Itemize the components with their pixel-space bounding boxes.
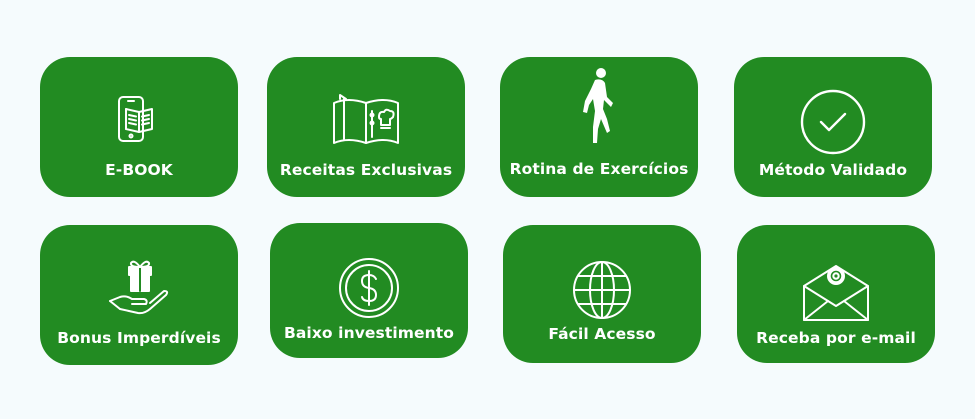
feature-label: E-BOOK <box>105 161 173 179</box>
feature-label: Método Validado <box>758 161 908 179</box>
email-envelope-icon <box>803 265 869 321</box>
ebook-phone-icon <box>118 96 153 142</box>
dollar-coin-icon <box>339 258 399 318</box>
feature-card-receba: Receba por e-mail <box>737 225 935 363</box>
feature-card-facil: Fácil Acesso <box>503 225 701 363</box>
gift-hand-icon <box>109 260 169 315</box>
feature-label: Receba por e-mail <box>756 329 916 347</box>
feature-card-metodo: Método Validado <box>734 57 932 197</box>
running-person-icon <box>583 68 613 143</box>
feature-card-baixo: Baixo investimento <box>270 223 468 358</box>
feature-label: Fácil Acesso <box>548 325 656 343</box>
feature-label: Baixo investimento <box>283 324 455 342</box>
feature-label: Receitas Exclusivas <box>279 161 453 179</box>
feature-card-receitas: Receitas Exclusivas <box>267 57 465 197</box>
feature-label: Bonus Imperdíveis <box>57 329 221 347</box>
recipe-book-icon <box>333 94 399 144</box>
feature-card-rotina: Rotina de Exercícios <box>500 57 698 197</box>
globe-icon <box>573 261 631 319</box>
feature-card-ebook: E-BOOK <box>40 57 238 197</box>
feature-card-bonus: Bonus Imperdíveis <box>40 225 238 365</box>
feature-label: Rotina de Exercícios <box>509 160 689 178</box>
check-circle-icon <box>800 89 866 155</box>
